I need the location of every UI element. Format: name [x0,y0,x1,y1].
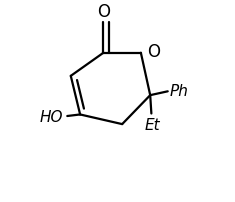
Text: O: O [97,3,110,21]
Text: O: O [147,43,160,61]
Text: Ph: Ph [170,83,189,98]
Text: Et: Et [145,118,160,133]
Text: HO: HO [39,109,63,124]
